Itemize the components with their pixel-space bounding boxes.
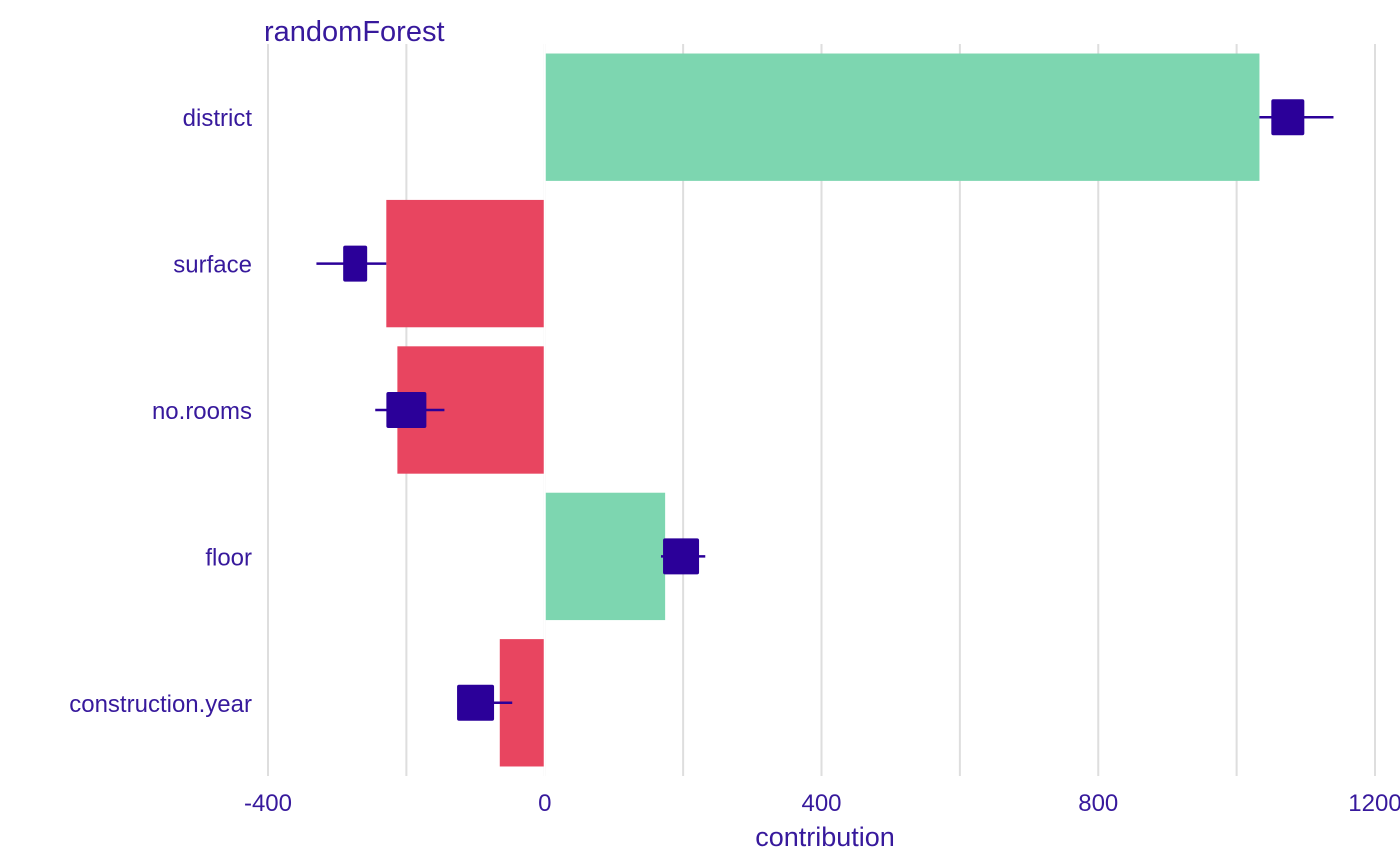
chart-title: randomForest [264, 16, 445, 48]
bar-floor [544, 492, 666, 621]
x-axis-title: contribution [755, 822, 895, 852]
x-tick-label: 400 [801, 790, 841, 817]
x-tick-label: -400 [244, 790, 292, 817]
point-surface [343, 245, 368, 282]
point-district [1271, 99, 1305, 136]
bar-district [544, 53, 1260, 181]
x-tick-label: 800 [1078, 790, 1118, 817]
x-axis-tick-labels: -400 0 400 800 1200 [244, 790, 1400, 817]
y-tick-label: district [183, 105, 253, 132]
bar-surface [386, 199, 545, 328]
point-floor [663, 538, 700, 575]
y-tick-label: floor [205, 544, 252, 571]
bars-layer [386, 44, 1260, 776]
y-tick-label: surface [173, 252, 252, 279]
points-layer [316, 99, 1334, 721]
point-construction-year [457, 684, 495, 721]
y-tick-label: no.rooms [152, 398, 252, 425]
x-tick-label: 1200 [1348, 790, 1400, 817]
y-tick-label: construction.year [69, 691, 252, 718]
x-tick-label: 0 [538, 790, 551, 817]
point-no-rooms [386, 392, 427, 428]
y-axis-labels: district surface no.rooms floor construction… [69, 105, 252, 718]
